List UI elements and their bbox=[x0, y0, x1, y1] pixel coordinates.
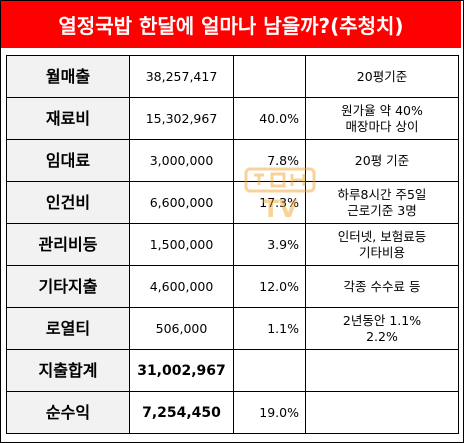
row-amount: 7,254,450 bbox=[129, 391, 234, 434]
row-percent: 1.1% bbox=[233, 307, 306, 350]
table-row-rent: 임대료 3,000,000 7.8% 20평 기준 bbox=[6, 139, 459, 182]
row-note: 2년동안 1.1% 2.2% bbox=[305, 307, 459, 350]
row-amount: 6,600,000 bbox=[129, 181, 234, 224]
profit-table: 월매출 38,257,417 20평기준 재료비 15,302,967 40.0… bbox=[6, 55, 459, 434]
row-note-line: 인터넷, 보험료등 bbox=[337, 228, 427, 244]
row-note-line: 20평 기준 bbox=[354, 152, 410, 168]
row-note-line: 매장마다 상이 bbox=[345, 118, 419, 134]
row-note-line: 각종 수수료 등 bbox=[343, 278, 421, 294]
row-amount: 506,000 bbox=[129, 307, 234, 350]
row-note: 각종 수수료 등 bbox=[305, 265, 459, 308]
table-row-ingredient-cost: 재료비 15,302,967 40.0% 원가율 약 40% 매장마다 상이 bbox=[6, 97, 459, 140]
table-row-other-expenses: 기타지출 4,600,000 12.0% 각종 수수료 등 bbox=[6, 265, 459, 308]
table-row-management-cost: 관리비등 1,500,000 3.9% 인터넷, 보험료등 기타비용 bbox=[6, 223, 459, 266]
row-percent: 7.8% bbox=[233, 139, 306, 182]
row-note-line: 2년동안 1.1% bbox=[342, 312, 422, 328]
row-note-line: 근로기준 3명 bbox=[347, 202, 417, 218]
row-label: 인건비 bbox=[6, 181, 130, 224]
row-note-line: 하루8시간 주5일 bbox=[337, 186, 427, 202]
row-percent bbox=[233, 55, 306, 98]
row-percent: 40.0% bbox=[233, 97, 306, 140]
row-percent: 12.0% bbox=[233, 265, 306, 308]
row-amount: 3,000,000 bbox=[129, 139, 234, 182]
row-label: 로열티 bbox=[6, 307, 130, 350]
row-note: 20평 기준 bbox=[305, 139, 459, 182]
row-amount: 31,002,967 bbox=[129, 349, 234, 392]
row-note-line: 기타비용 bbox=[358, 244, 405, 260]
table-row-labor-cost: 인건비 6,600,000 17.3% 하루8시간 주5일 근로기준 3명 bbox=[6, 181, 459, 224]
row-label: 월매출 bbox=[6, 55, 130, 98]
row-percent: 19.0% bbox=[233, 391, 306, 434]
table-row-total-expenses: 지출합계 31,002,967 bbox=[6, 349, 459, 392]
row-note-line: 20평기준 bbox=[356, 68, 408, 84]
row-label: 기타지출 bbox=[6, 265, 130, 308]
row-amount: 1,500,000 bbox=[129, 223, 234, 266]
row-label: 지출합계 bbox=[6, 349, 130, 392]
table-row-royalty: 로열티 506,000 1.1% 2년동안 1.1% 2.2% bbox=[6, 307, 459, 350]
row-note: 인터넷, 보험료등 기타비용 bbox=[305, 223, 459, 266]
row-label: 임대료 bbox=[6, 139, 130, 182]
row-amount: 38,257,417 bbox=[129, 55, 234, 98]
row-note-line: 원가율 약 40% bbox=[341, 102, 423, 118]
row-note: 하루8시간 주5일 근로기준 3명 bbox=[305, 181, 459, 224]
row-percent bbox=[233, 349, 306, 392]
table-row-monthly-sales: 월매출 38,257,417 20평기준 bbox=[6, 55, 459, 98]
row-note-line: 2.2% bbox=[366, 328, 398, 344]
row-label: 순수익 bbox=[6, 391, 130, 434]
row-percent: 17.3% bbox=[233, 181, 306, 224]
row-note bbox=[305, 391, 459, 434]
row-label: 재료비 bbox=[6, 97, 130, 140]
row-note: 20평기준 bbox=[305, 55, 459, 98]
row-note: 원가율 약 40% 매장마다 상이 bbox=[305, 97, 459, 140]
row-percent: 3.9% bbox=[233, 223, 306, 266]
row-amount: 15,302,967 bbox=[129, 97, 234, 140]
table-row-net-profit: 순수익 7,254,450 19.0% bbox=[6, 391, 459, 434]
page-title: 열정국밥 한달에 얼마나 남을까?(추청치) bbox=[1, 1, 461, 48]
row-amount: 4,600,000 bbox=[129, 265, 234, 308]
row-note bbox=[305, 349, 459, 392]
row-label: 관리비등 bbox=[6, 223, 130, 266]
